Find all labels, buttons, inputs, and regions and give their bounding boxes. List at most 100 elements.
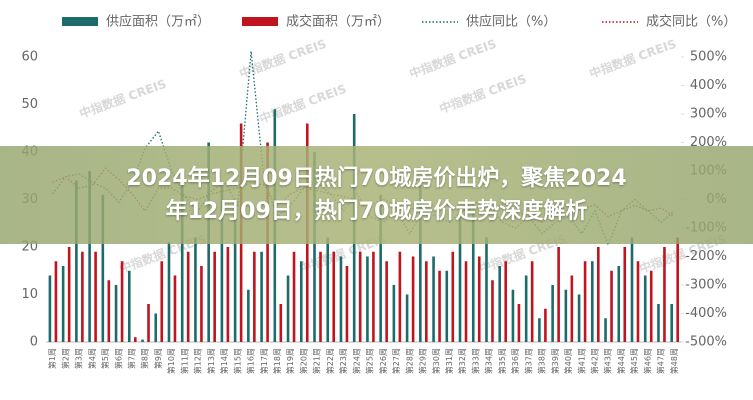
bar	[279, 304, 283, 342]
y2-tick-label: -400%	[685, 306, 727, 321]
x-tick-label: 第8周	[140, 348, 150, 369]
x-tick-label: 第32周	[457, 348, 467, 374]
x-tick-label: 第5周	[100, 348, 110, 369]
x-tick-label: 第27周	[391, 348, 401, 374]
legend-item: 成交同比（%）	[602, 14, 736, 30]
bar	[438, 270, 441, 342]
x-tick-label: 第14周	[219, 348, 229, 374]
watermark: 中指数据 CREIS	[587, 36, 678, 81]
x-tick-label: 第2周	[60, 348, 70, 369]
x-tick-label: 第31周	[444, 348, 454, 374]
bar	[61, 266, 65, 342]
x-tick-label: 第1周	[47, 348, 57, 369]
watermark: 中指数据 CREIS	[257, 81, 348, 126]
bar	[597, 247, 600, 342]
x-tick-label: 第47周	[656, 348, 666, 374]
bar	[398, 251, 402, 342]
x-tick-label: 第17周	[259, 348, 269, 374]
bar	[670, 304, 673, 342]
x-tick-label: 第39周	[550, 348, 560, 374]
bar	[643, 275, 647, 342]
x-tick-label: 第37周	[523, 348, 533, 374]
bar	[160, 261, 164, 342]
bar	[485, 237, 488, 342]
bar	[54, 261, 58, 342]
bar	[504, 261, 508, 342]
x-tick-label: 第22周	[325, 348, 335, 374]
bar	[557, 247, 560, 342]
bar	[477, 256, 481, 342]
bar	[538, 318, 541, 342]
x-tick-label: 第24周	[351, 348, 361, 374]
bar	[220, 185, 224, 342]
bar	[419, 185, 422, 342]
bar	[286, 275, 290, 342]
bar	[147, 304, 150, 342]
y-tick-label: 60	[21, 50, 38, 65]
bar	[392, 285, 396, 342]
y2-tick-label: 400%	[690, 78, 727, 93]
bar	[498, 266, 502, 342]
x-tick-label: 第48周	[669, 348, 679, 374]
bar	[405, 294, 409, 342]
y-tick-label: 10	[21, 287, 38, 302]
legend-item: 成交面积（万㎡）	[242, 14, 390, 30]
bar	[676, 237, 679, 342]
bar	[464, 261, 468, 342]
x-tick-label: 第11周	[179, 348, 189, 374]
bar	[451, 251, 455, 342]
bar	[326, 237, 330, 342]
bar	[107, 280, 111, 342]
bar	[425, 261, 428, 342]
y2-tick-label: 500%	[690, 50, 727, 65]
bar	[127, 270, 131, 342]
watermark: 中指数据 CREIS	[437, 71, 528, 116]
bar	[200, 266, 203, 342]
bar	[366, 256, 369, 342]
bar	[213, 251, 216, 342]
legend-swatch	[62, 17, 98, 26]
x-tick-label: 第4周	[87, 348, 97, 369]
bar	[299, 261, 303, 342]
watermark: 中指数据 CREIS	[77, 76, 168, 121]
legend-swatch	[242, 17, 278, 26]
x-tick-label: 第3周	[74, 348, 84, 369]
bar	[524, 275, 528, 342]
bar	[81, 251, 84, 342]
legend-label: 成交同比（%）	[646, 14, 736, 30]
x-tick-label: 第36周	[510, 348, 520, 374]
x-tick-label: 第9周	[153, 348, 163, 369]
bar	[319, 251, 322, 342]
x-tick-label: 第19周	[285, 348, 295, 374]
bar	[517, 304, 521, 342]
x-tick-label: 第25周	[365, 348, 375, 374]
bar	[339, 256, 343, 342]
y-tick-label: 50	[21, 97, 38, 112]
bar	[511, 289, 515, 342]
y2-tick-label: -200%	[685, 249, 727, 264]
x-tick-label: 第34周	[484, 348, 494, 374]
bar	[173, 275, 177, 342]
bar	[226, 247, 230, 342]
legend-label: 成交面积（万㎡）	[286, 14, 390, 30]
bar	[636, 261, 640, 342]
x-tick-label: 第33周	[470, 348, 480, 374]
headline-line: 年12月09日，热门70城房价走势深度解析	[165, 199, 588, 224]
bar	[551, 285, 554, 342]
bar	[180, 185, 184, 342]
bar	[88, 171, 91, 342]
x-tick-label: 第6周	[113, 348, 123, 369]
bar	[617, 266, 621, 342]
bar	[623, 247, 627, 342]
bar	[133, 337, 137, 342]
x-tick-label: 第29周	[418, 348, 428, 374]
bar	[458, 213, 462, 342]
bar	[67, 247, 71, 342]
x-tick-label: 第10周	[166, 348, 176, 374]
bar	[663, 247, 666, 342]
bar	[94, 251, 97, 342]
x-tick-label: 第35周	[497, 348, 507, 374]
x-tick-label: 第44周	[616, 348, 626, 374]
bar	[372, 251, 375, 342]
bar	[491, 280, 494, 342]
